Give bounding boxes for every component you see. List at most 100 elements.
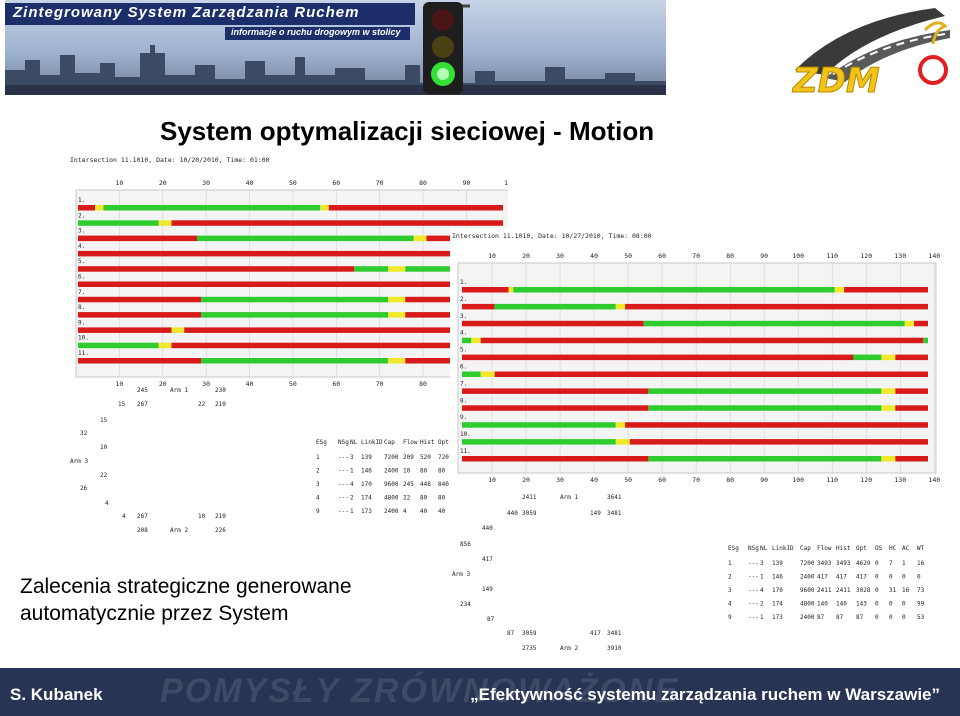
tick-label-top: 70 (376, 179, 384, 187)
signal-phase-bar (615, 303, 626, 310)
table-cell: 2400 (384, 468, 399, 475)
motion-panel-1: Intersection 11.1010, Date: 10/20/2010, … (68, 152, 508, 547)
table-cell: 3028 (856, 587, 871, 594)
signal-phase-bar (895, 405, 928, 411)
signal-phase-bar (881, 456, 896, 462)
tick-label-bottom: 100 (792, 476, 804, 484)
table-cell: 4 (316, 495, 320, 502)
signal-phase-bar (853, 354, 882, 361)
signal-group-label: 4. (460, 330, 467, 337)
signal-phase-bar (643, 320, 905, 327)
intersection-diagram-label: 15 (118, 401, 126, 408)
table-header-cell: HC (889, 545, 897, 552)
signal-phase-bar (78, 296, 202, 303)
signal-phase-bar (895, 388, 928, 394)
signal-group-label: 8. (78, 304, 85, 311)
signal-group-label: 9. (78, 319, 85, 326)
intersection-diagram-label: 3641 (607, 494, 622, 501)
intersection-diagram-label: 267 (137, 401, 148, 408)
tick-label-bottom: 30 (556, 476, 564, 484)
signal-phase-bar (78, 327, 172, 333)
signal-phase-bar (895, 354, 928, 361)
header-banner: Zintegrowany System Zarządzania Ruchem i… (5, 0, 666, 95)
signal-phase-bar (480, 337, 924, 344)
table-cell: 7200 (384, 454, 399, 461)
signal-phase-bar (629, 439, 928, 445)
signal-phase-bar (462, 439, 616, 445)
signal-group-label: 8. (460, 397, 467, 404)
signal-group-label: 10. (460, 431, 471, 438)
footer-watermark: POMYSŁY ZRÓWNOWAŻONE (160, 672, 680, 710)
tick-label-top: 100 (792, 252, 804, 260)
tick-label-top: 60 (332, 179, 340, 187)
tick-label-bottom: 50 (289, 380, 297, 388)
table-cell: 3493 (836, 560, 851, 567)
intersection-diagram-label: 2735 (522, 645, 537, 652)
signal-group-label: 6. (460, 364, 467, 371)
tick-label-top: 80 (726, 252, 734, 260)
signal-phase-bar (904, 320, 915, 327)
signal-group-label: 1. (460, 279, 467, 286)
table-cell: 4 (350, 481, 354, 488)
intersection-diagram-label: 26 (80, 485, 88, 492)
intersection-header: Intersection 11.1010, Date: 10/20/2010, … (70, 156, 270, 164)
tick-label-bottom: 80 (419, 380, 427, 388)
intersection-diagram-label: 4 (122, 513, 126, 520)
signal-group-label: 10. (78, 335, 89, 342)
tick-label-bottom: 90 (760, 476, 768, 484)
tick-label-bottom: 70 (376, 380, 384, 388)
intersection-diagram-label: 87 (507, 630, 515, 637)
signal-phase-bar (78, 205, 95, 211)
signal-phase-bar (881, 405, 896, 411)
table-cell: 2400 (800, 614, 815, 621)
signal-phase-bar (171, 220, 503, 226)
signal-phase-bar (413, 235, 427, 242)
table-header-cell: Cap (384, 439, 395, 446)
table-cell: 0 (875, 560, 879, 567)
tick-label-bottom: 20 (522, 476, 530, 484)
banner-title: Zintegrowany System Zarządzania Ruchem (13, 4, 360, 21)
table-cell: 73 (917, 587, 925, 594)
table-cell: 2411 (817, 587, 832, 594)
signal-phase-bar (462, 320, 644, 327)
table-cell: 9600 (384, 481, 399, 488)
table-cell: --- (338, 481, 349, 488)
city-skyline-image (5, 45, 666, 95)
intersection-diagram-label: Arm 2 (560, 645, 578, 652)
tick-label-bottom: 40 (590, 476, 598, 484)
caption-line-1: Zalecenia strategiczne generowane (20, 575, 352, 598)
table-cell: 3493 (817, 560, 832, 567)
table-cell: 9 (316, 508, 320, 515)
intersection-diagram-label: 210 (215, 401, 226, 408)
intersection-diagram-label: 417 (482, 556, 493, 563)
zdm-logo: ZDM (792, 8, 950, 98)
signal-group-label: 9. (460, 414, 467, 421)
table-cell: 2411 (836, 587, 851, 594)
signal-group-label: 2. (78, 212, 85, 219)
tick-label-top: 90 (463, 179, 471, 187)
table-cell: 173 (361, 508, 372, 515)
signal-phase-bar (78, 266, 355, 272)
signal-phase-bar (78, 235, 197, 242)
signal-phase-bar (388, 358, 406, 364)
signal-phase-bar (881, 388, 896, 394)
table-cell: 2 (760, 601, 764, 608)
table-header-cell: Hist (836, 545, 851, 552)
signal-phase-bar (462, 287, 509, 293)
signal-phase-bar (923, 337, 928, 344)
intersection-diagram-label: 4 (105, 500, 109, 507)
signal-phase-bar (78, 281, 503, 287)
table-cell: 2400 (384, 508, 399, 515)
intersection-diagram-label: 440 (482, 525, 493, 532)
tick-label-top: 80 (419, 179, 427, 187)
signal-phase-bar (895, 456, 928, 462)
signal-phase-bar (78, 312, 202, 318)
signal-phase-bar (513, 287, 835, 293)
signal-phase-bar (508, 287, 514, 293)
table-cell: 0 (889, 614, 893, 621)
table-cell: 9600 (800, 587, 815, 594)
intersection-diagram-label: 3481 (607, 510, 622, 517)
intersection-diagram-label: 32 (80, 430, 88, 437)
signal-phase-bar (881, 354, 896, 361)
tick-label-top: 20 (522, 252, 530, 260)
